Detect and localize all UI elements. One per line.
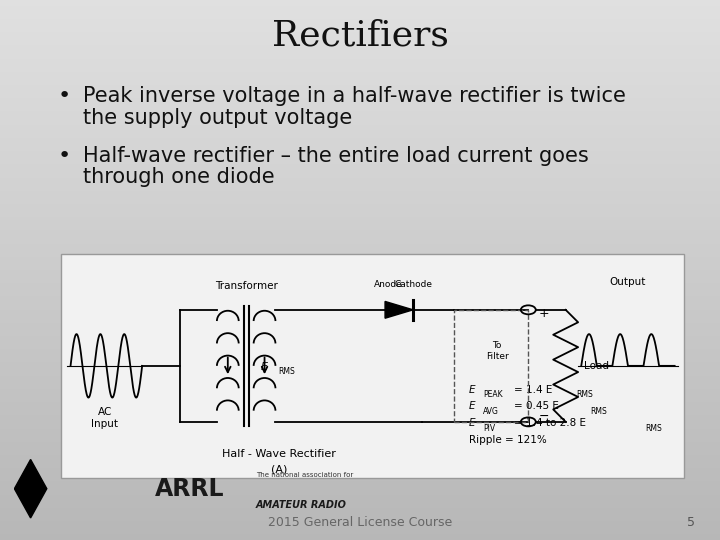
Text: E: E (469, 418, 476, 428)
Text: E: E (469, 384, 476, 395)
Text: Transformer: Transformer (215, 281, 278, 291)
Text: Ripple = 121%: Ripple = 121% (469, 435, 547, 445)
Text: RMS: RMS (645, 424, 662, 433)
Text: 2015 General License Course: 2015 General License Course (268, 516, 452, 529)
Text: •: • (58, 86, 71, 106)
Text: = 1.4 to 2.8 E: = 1.4 to 2.8 E (514, 418, 586, 428)
Text: AC
Input: AC Input (91, 407, 118, 429)
Polygon shape (14, 460, 47, 518)
Text: Load: Load (585, 361, 609, 371)
Text: •: • (58, 146, 71, 166)
Text: AVG: AVG (483, 407, 499, 416)
Text: Half - Wave Rectifier: Half - Wave Rectifier (222, 449, 336, 458)
Text: through one diode: through one diode (83, 167, 274, 187)
Text: Cathode: Cathode (394, 280, 432, 289)
Text: Rectifiers: Rectifiers (271, 18, 449, 52)
Text: ARRL: ARRL (155, 477, 225, 501)
Text: The national association for: The national association for (256, 472, 353, 478)
FancyBboxPatch shape (61, 254, 684, 478)
Text: RMS: RMS (278, 367, 295, 376)
Text: $E$: $E$ (260, 360, 269, 372)
Text: RMS: RMS (576, 390, 593, 399)
Text: ARRL
logo: ARRL logo (24, 483, 37, 494)
Text: E: E (469, 401, 476, 411)
Text: the supply output voltage: the supply output voltage (83, 108, 352, 128)
Text: = 0.45 E: = 0.45 E (514, 401, 559, 411)
Text: Anode: Anode (374, 280, 402, 289)
Text: 5: 5 (687, 516, 695, 529)
Text: Half-wave rectifier – the entire load current goes: Half-wave rectifier – the entire load cu… (83, 146, 588, 166)
Text: Output: Output (610, 278, 646, 287)
Bar (454, 310, 528, 422)
Text: To
Filter: To Filter (486, 341, 508, 361)
Text: = 1.4 E: = 1.4 E (514, 384, 552, 395)
Polygon shape (385, 301, 413, 318)
Text: PEAK: PEAK (483, 390, 503, 399)
Text: +: + (539, 307, 549, 320)
Text: RMS: RMS (590, 407, 608, 416)
Text: AMATEUR RADIO: AMATEUR RADIO (256, 500, 346, 510)
Text: −: − (539, 410, 549, 423)
Text: Peak inverse voltage in a half-wave rectifier is twice: Peak inverse voltage in a half-wave rect… (83, 86, 626, 106)
Text: PIV: PIV (483, 424, 495, 433)
Text: (A): (A) (271, 465, 287, 475)
